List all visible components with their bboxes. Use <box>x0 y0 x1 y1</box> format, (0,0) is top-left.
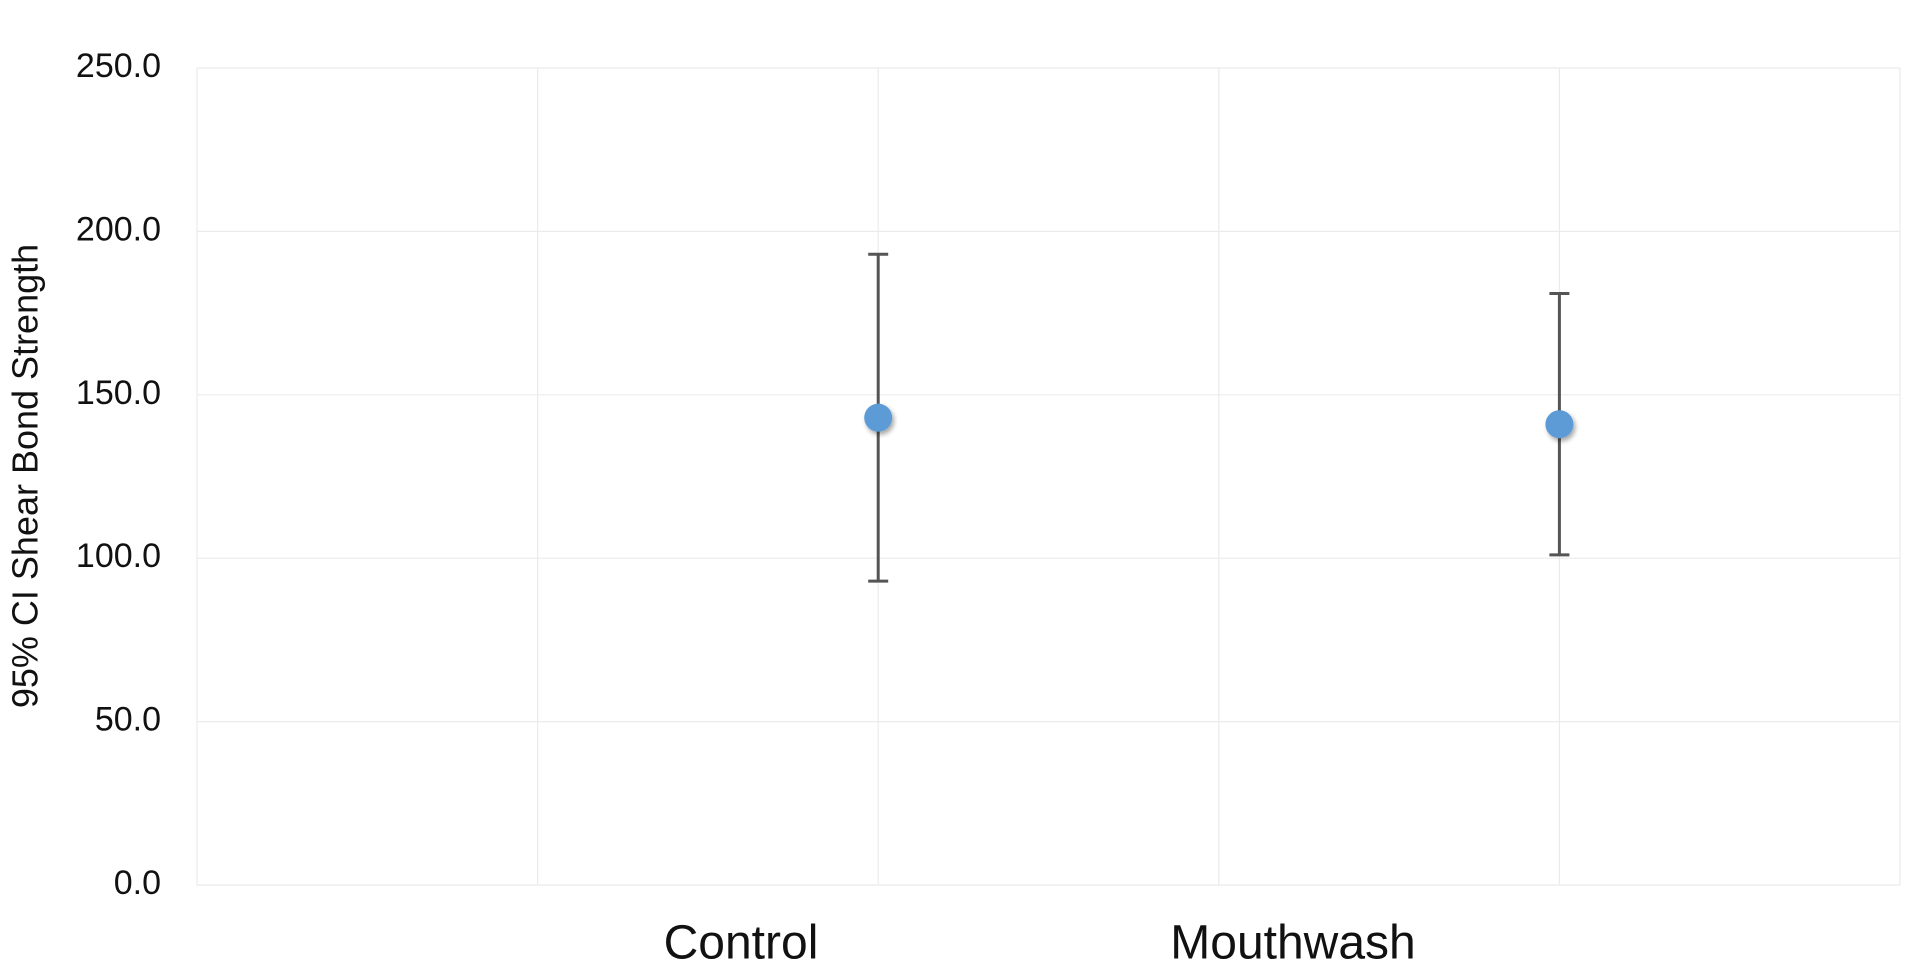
y-tick-label: 250.0 <box>76 47 161 85</box>
y-tick-label: 150.0 <box>76 374 161 412</box>
y-tick-label: 50.0 <box>95 701 161 739</box>
y-axis-title: 95% CI Shear Bond Strength <box>5 244 46 708</box>
x-tick-label: Control <box>664 917 819 970</box>
y-tick-label: 100.0 <box>76 537 161 575</box>
y-tick-label: 0.0 <box>114 864 161 902</box>
x-tick-label: Mouthwash <box>1170 917 1415 970</box>
point <box>864 403 893 432</box>
y-tick-label: 200.0 <box>76 210 161 248</box>
point <box>1545 410 1574 439</box>
